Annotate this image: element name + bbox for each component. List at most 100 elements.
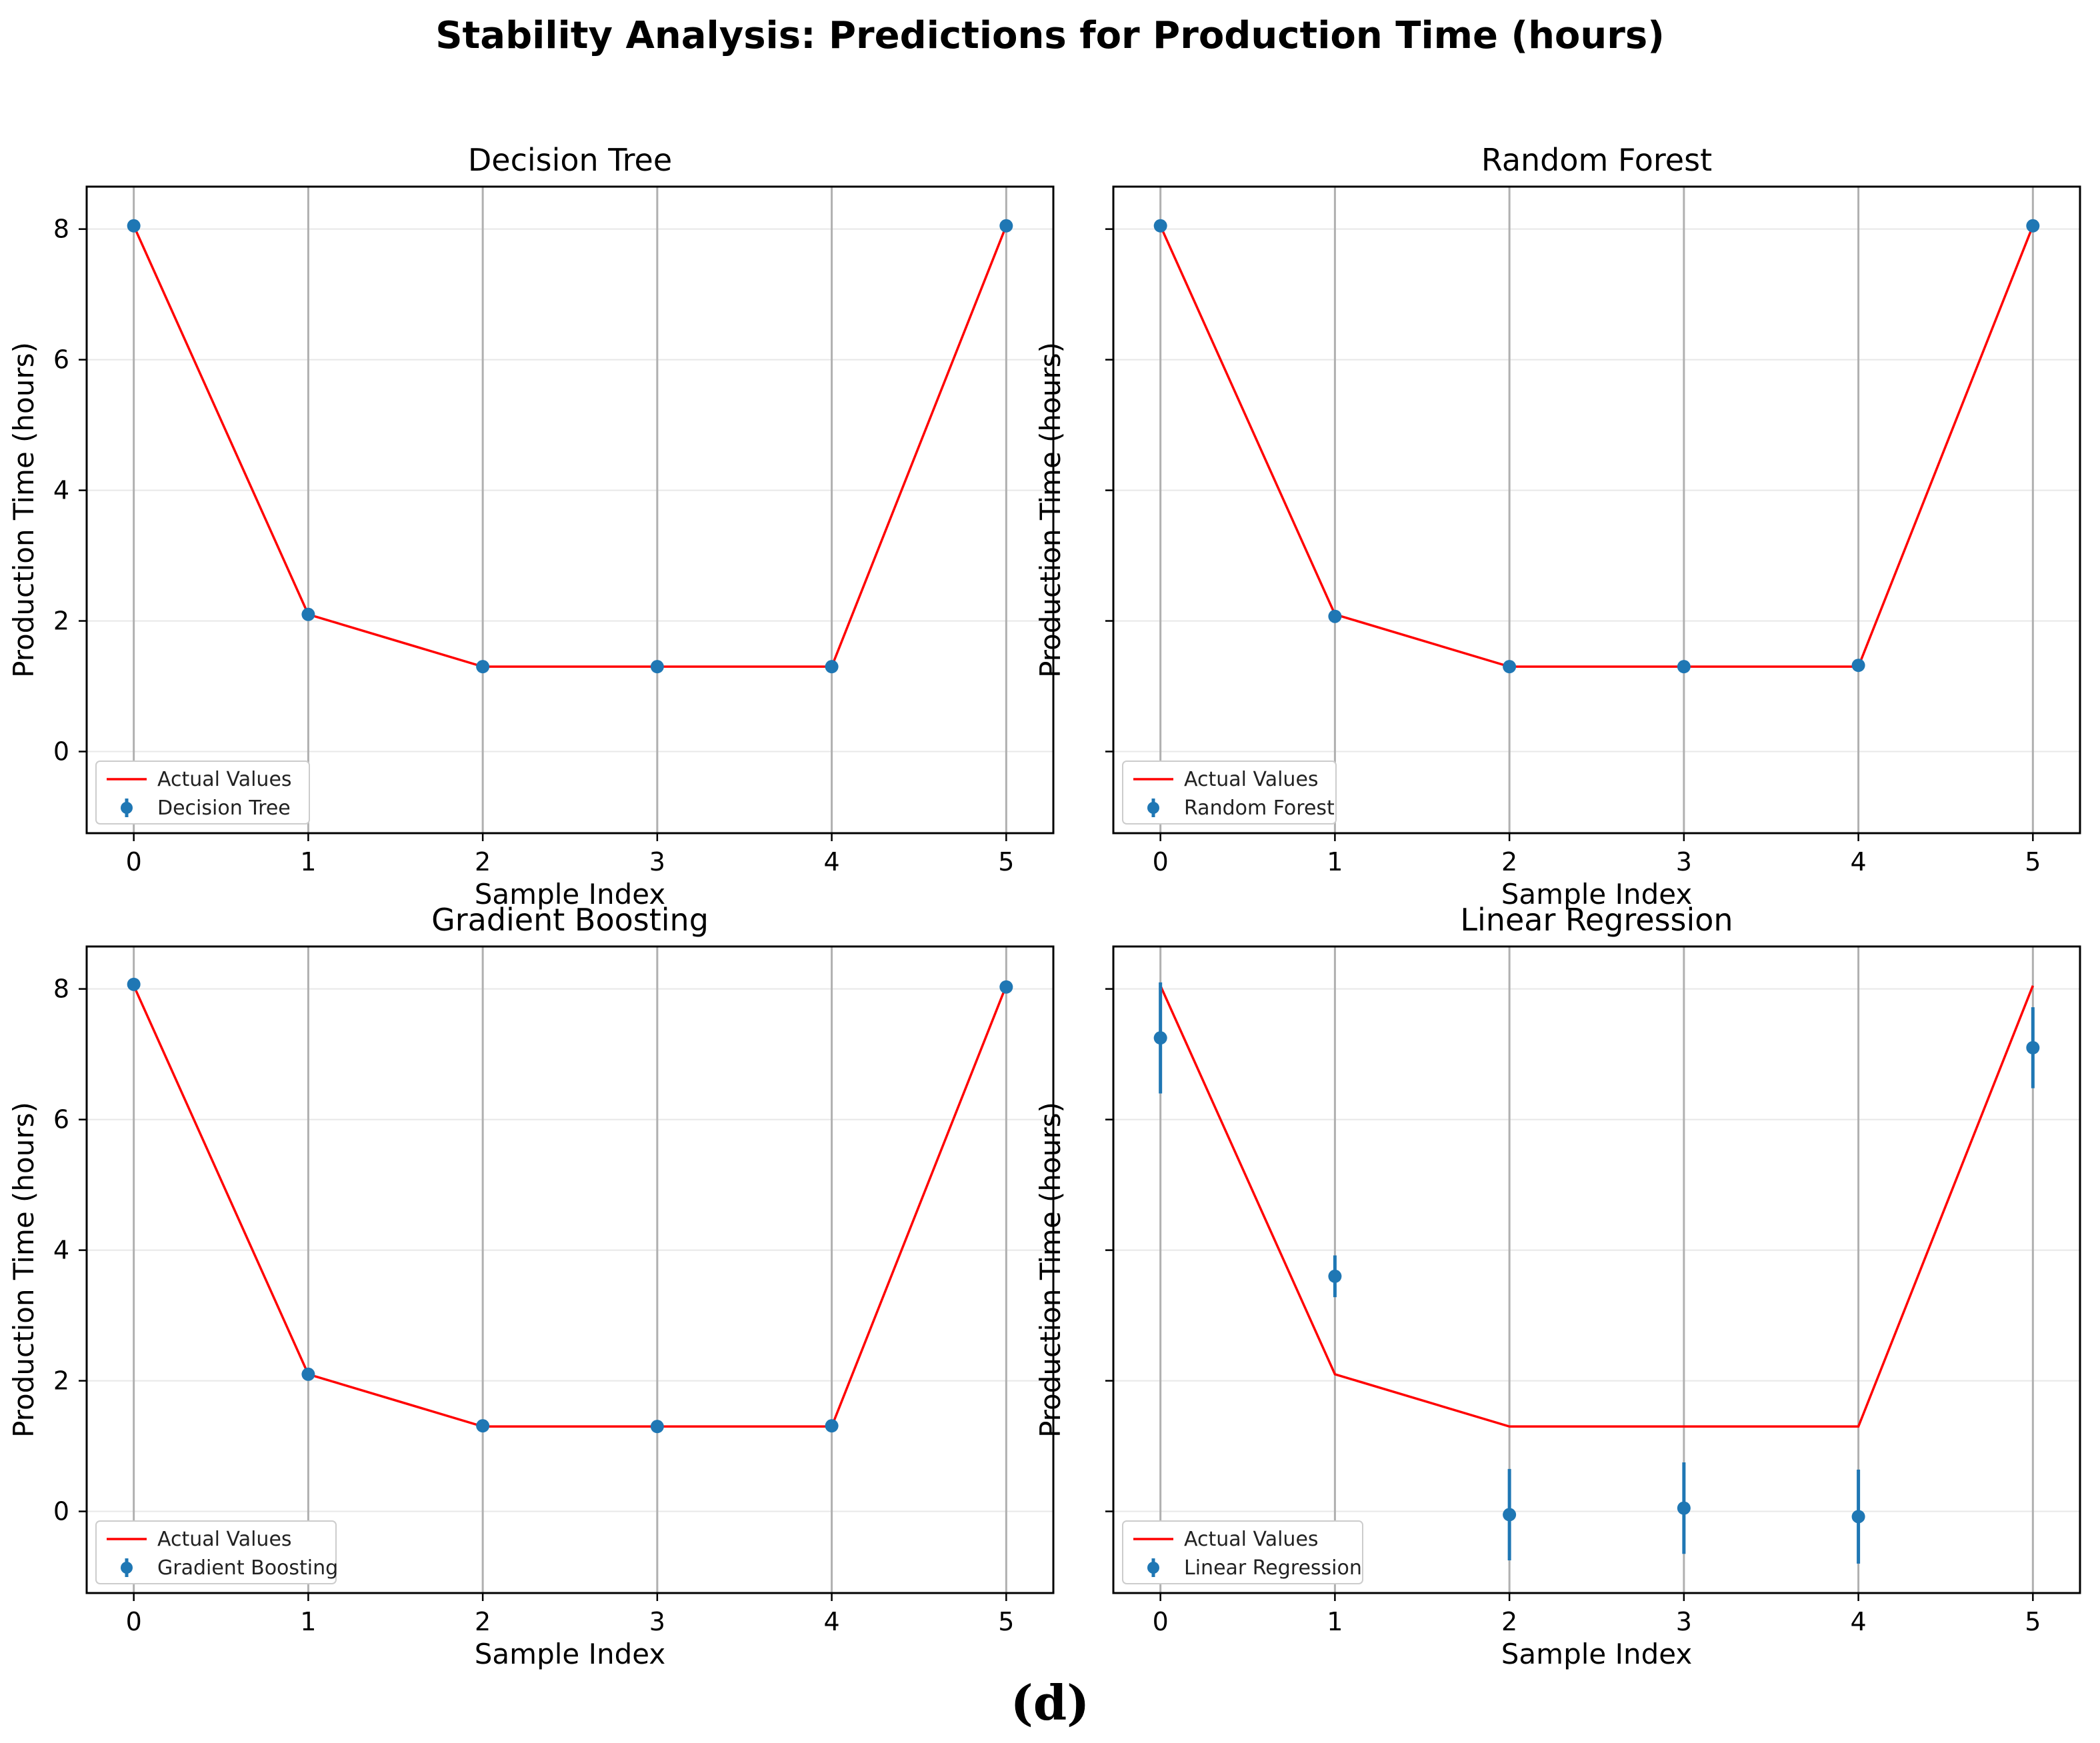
x-tick-label: 5 <box>2025 847 2041 876</box>
prediction-point <box>1503 1508 1517 1522</box>
plot-frame <box>1112 945 2081 1594</box>
subplot-title: Decision Tree <box>468 142 672 178</box>
x-tick-label: 0 <box>126 847 142 876</box>
subplot-title: Random Forest <box>1481 142 1712 178</box>
subplot-1: 0 1 2 3 4 5 0 2 4 6 8 Decision Tree Sample Index Prod… <box>7 142 1055 910</box>
x-tick-label: 0 <box>1153 847 1169 876</box>
actual-values-line <box>1159 225 2034 668</box>
prediction-point <box>650 660 664 674</box>
legend: Actual Values Decision Tree <box>95 761 310 825</box>
legend-actual-label: Actual Values <box>157 768 292 791</box>
x-tick-label: 2 <box>1501 1607 1517 1636</box>
prediction-point <box>825 660 839 674</box>
y-axis-label: Production Time (hours) <box>7 342 40 678</box>
x-tick-label: 4 <box>824 1607 840 1636</box>
subplot-4: 0 1 2 3 4 5 Linear Regression Sample Index Produ… <box>1034 902 2081 1670</box>
prediction-point <box>825 1419 839 1433</box>
legend-box <box>1122 761 1337 825</box>
prediction-point <box>1503 660 1517 674</box>
x-tick-label: 0 <box>126 1607 142 1636</box>
x-tick-label: 2 <box>475 1607 491 1636</box>
prediction-point <box>650 1420 664 1434</box>
actual-values-line <box>1159 985 2034 1428</box>
prediction-point <box>1851 659 1865 673</box>
x-axis-label: Sample Index <box>475 878 665 910</box>
x-tick-label: 4 <box>824 847 840 876</box>
prediction-point <box>1153 1031 1167 1045</box>
x-tick-label: 5 <box>998 847 1014 876</box>
x-tick-label: 2 <box>475 847 491 876</box>
legend-actual-label: Actual Values <box>1184 768 1319 791</box>
actual-values-line <box>133 985 1007 1428</box>
x-axis-label: Sample Index <box>475 1638 665 1670</box>
prediction-point <box>1851 1510 1865 1524</box>
figure-title: Stability Analysis: Predictions for Prod… <box>435 14 1665 57</box>
subplot-title: Gradient Boosting <box>431 902 709 938</box>
x-tick-label: 4 <box>1851 1607 1867 1636</box>
legend: Actual Values Gradient Boosting <box>95 1520 338 1584</box>
prediction-point <box>1677 660 1691 674</box>
y-tick-label: 6 <box>53 345 69 375</box>
legend-box <box>95 1520 337 1584</box>
y-tick-label: 6 <box>53 1105 69 1134</box>
subplot-grid: 0 1 2 3 4 5 0 2 4 6 8 Decision Tree Sample Index Prod… <box>7 142 2081 1670</box>
x-tick-label: 5 <box>2025 1607 2041 1636</box>
x-tick-label: 5 <box>998 1607 1014 1636</box>
legend-pred-label: Linear Regression <box>1184 1556 1362 1580</box>
legend-pred-label: Random Forest <box>1184 797 1335 820</box>
legend-box <box>1122 1520 1363 1584</box>
plot-frame <box>1112 185 2081 835</box>
legend: Actual Values Linear Regression <box>1122 1520 1363 1584</box>
prediction-point <box>127 219 141 233</box>
figure-caption: (d) <box>1011 1674 1089 1731</box>
prediction-point <box>999 980 1013 994</box>
y-tick-label: 0 <box>53 1497 69 1526</box>
x-tick-label: 0 <box>1153 1607 1169 1636</box>
legend-pred-marker <box>121 1562 133 1574</box>
actual-values-line <box>133 225 1007 668</box>
x-tick-label: 1 <box>1327 847 1343 876</box>
subplot-2: 0 1 2 3 4 5 Random Forest Sample Index Productio… <box>1034 142 2081 910</box>
y-tick-label: 8 <box>53 215 69 244</box>
legend-actual-label: Actual Values <box>157 1528 292 1551</box>
x-tick-label: 1 <box>300 1607 316 1636</box>
prediction-point <box>2026 1040 2040 1054</box>
subplot-title: Linear Regression <box>1460 902 1733 938</box>
prediction-point <box>476 1419 490 1433</box>
legend-pred-label: Decision Tree <box>157 797 291 820</box>
prediction-point <box>301 1367 315 1381</box>
prediction-point <box>301 607 315 621</box>
legend-pred-marker <box>1147 802 1159 814</box>
y-axis-label: Production Time (hours) <box>1034 1102 1067 1438</box>
x-tick-label: 3 <box>649 1607 665 1636</box>
x-axis-label: Sample Index <box>1501 1638 1692 1670</box>
x-tick-label: 2 <box>1501 847 1517 876</box>
legend: Actual Values Random Forest <box>1122 761 1337 825</box>
prediction-point <box>476 660 490 674</box>
y-axis-label: Production Time (hours) <box>7 1102 40 1438</box>
x-tick-label: 3 <box>1676 1607 1692 1636</box>
y-tick-label: 2 <box>53 1366 69 1396</box>
prediction-point <box>1153 219 1167 233</box>
legend-actual-label: Actual Values <box>1184 1528 1319 1551</box>
plot-frame <box>85 185 1055 835</box>
x-axis-label: Sample Index <box>1501 878 1692 910</box>
x-tick-label: 4 <box>1851 847 1867 876</box>
y-tick-label: 0 <box>53 737 69 767</box>
prediction-point <box>1677 1501 1691 1515</box>
prediction-point <box>1328 609 1342 623</box>
subplot-3: 0 1 2 3 4 5 0 2 4 6 8 Gradient Boosting Sample Index… <box>7 902 1055 1670</box>
y-tick-label: 4 <box>53 476 69 505</box>
prediction-point <box>2026 219 2040 233</box>
prediction-point <box>1328 1269 1342 1283</box>
prediction-point <box>127 977 141 991</box>
y-tick-label: 8 <box>53 974 69 1004</box>
y-axis-label: Production Time (hours) <box>1034 342 1067 678</box>
legend-pred-marker <box>121 802 133 814</box>
legend-pred-label: Gradient Boosting <box>157 1556 338 1580</box>
prediction-point <box>999 219 1013 233</box>
y-tick-label: 4 <box>53 1236 69 1265</box>
plot-frame <box>85 945 1055 1594</box>
x-tick-label: 1 <box>1327 1607 1343 1636</box>
